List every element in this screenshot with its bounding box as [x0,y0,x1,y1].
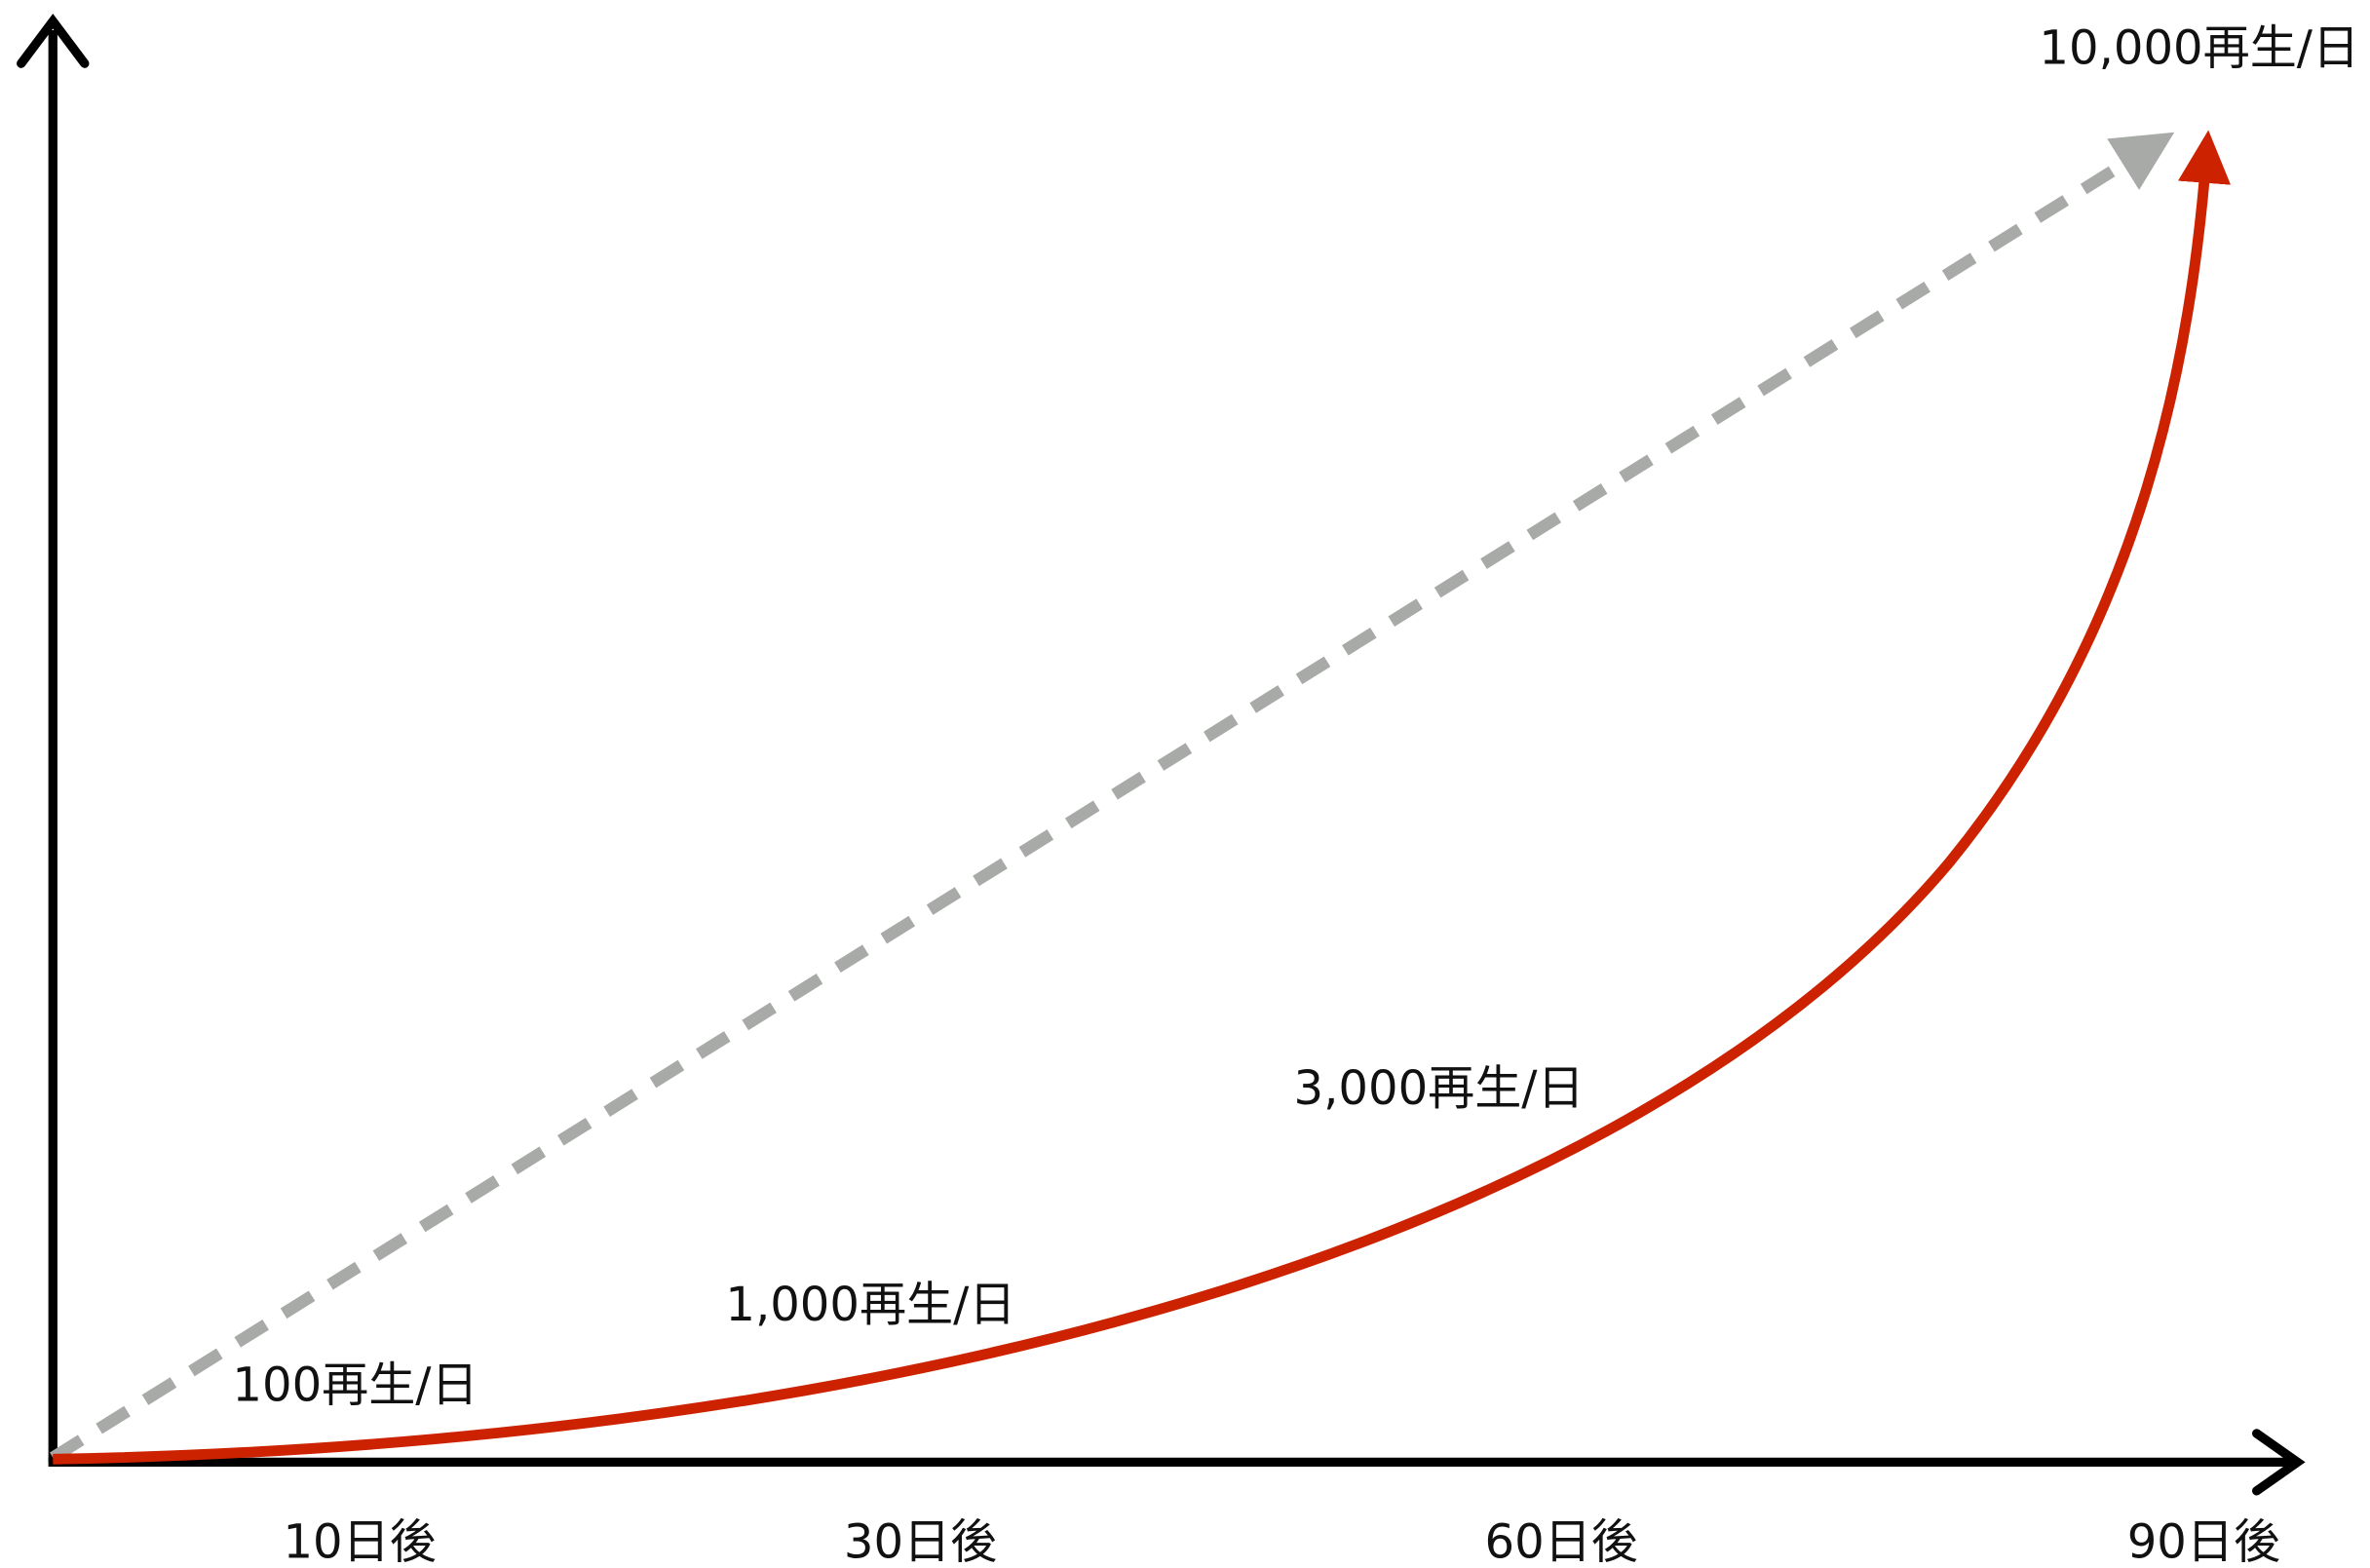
linear-arrow [49,132,2175,1463]
x-label: 30日後 [844,1515,997,1568]
x-label: 60日後 [1485,1515,1638,1568]
curve-label: 3,000再生/日 [1294,1061,1585,1116]
curve-label: 100再生/日 [232,1358,478,1412]
growth-curve [53,130,2232,1465]
y-axis-arrow [17,13,90,68]
curve-label: 10,000再生/日 [2039,21,2359,76]
x-label: 90日後 [2127,1515,2280,1568]
axes [17,13,2306,1496]
x-label: 10日後 [283,1515,436,1568]
x-axis-arrow [2252,1429,2306,1496]
curve-label: 1,000再生/日 [725,1278,1015,1332]
